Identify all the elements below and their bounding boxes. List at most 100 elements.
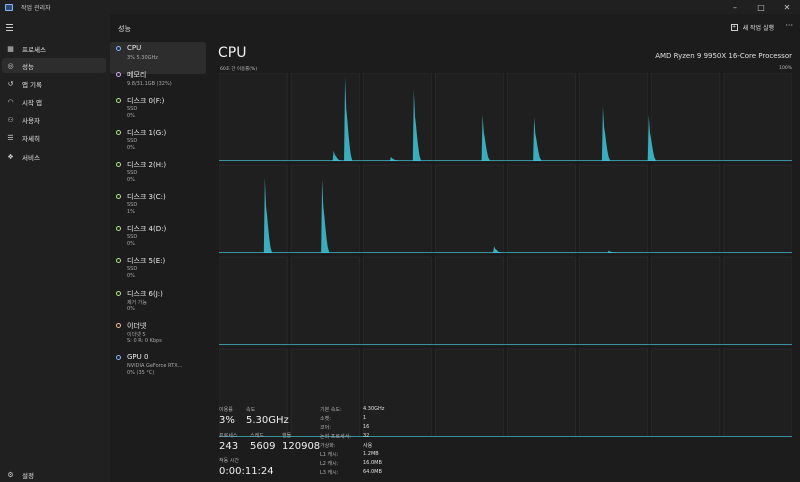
run-new-task-button[interactable]: + 새 작업 실행 (730, 23, 774, 32)
utilization-spike (481, 114, 490, 161)
more-options-icon[interactable]: ··· (785, 21, 793, 30)
resource-item-disk-2[interactable]: 디스크 2(H:) SSD 0% (110, 158, 206, 190)
graph-cell (435, 73, 504, 162)
graph-cell (362, 164, 432, 254)
hamburger-menu-icon[interactable] (6, 24, 16, 32)
nav-item-label: 서비스 (22, 153, 40, 162)
base-speed-label: 기본 속도: (320, 407, 342, 413)
nav-item-services[interactable]: ❖ 서비스 (2, 149, 106, 164)
graph-cell (362, 73, 432, 162)
resource-detail: SSD (127, 170, 138, 176)
nav-item-app-history[interactable]: ↺ 앱 기록 (2, 76, 106, 91)
services-icon: ❖ (7, 152, 14, 161)
resource-item-disk-3[interactable]: 디스크 3(C:) SSD 1% (110, 190, 206, 222)
resource-detail: SSD (127, 266, 138, 272)
virtualization-label: 가상화: (320, 443, 336, 449)
graph-cell (507, 256, 576, 346)
maximize-button[interactable]: □ (757, 2, 765, 12)
resource-name: 디스크 4(D:) (127, 225, 167, 233)
handles-label: 핸들 (282, 433, 292, 439)
graph-cell (435, 348, 504, 437)
utilization-spike (601, 106, 610, 161)
nav-item-label: 자세히 (22, 134, 40, 143)
graph-cell (579, 256, 649, 346)
resource-usage: 1% (127, 209, 135, 215)
details-list-icon: ☰ (7, 133, 14, 142)
history-clock-icon: ↺ (7, 79, 14, 88)
nav-item-label: 설정 (22, 472, 34, 480)
graph-cell (507, 348, 576, 437)
utilization-spike (332, 150, 341, 161)
resource-name: CPU (127, 44, 142, 52)
title-bar: 작업 관리자 – □ ✕ (0, 0, 800, 14)
users-icon: ⚇ (7, 115, 14, 124)
gpu-status-dot (116, 355, 121, 360)
nav-item-settings[interactable]: ⚙ 설정 (2, 470, 34, 480)
resource-name: 디스크 5(E:) (127, 257, 166, 265)
nav-item-performance[interactable]: ◎ 성능 (2, 58, 106, 73)
resource-detail: SSD (127, 234, 138, 240)
performance-chart-icon: ◎ (7, 61, 14, 70)
resource-item-disk-4[interactable]: 디스크 4(D:) SSD 0% (110, 222, 206, 254)
graph-cell (579, 348, 649, 437)
resource-item-disk-1[interactable]: 디스크 1(G:) SSD 0% (110, 126, 206, 158)
resource-item-ethernet[interactable]: 이더넷 이더넷 5 S: 0 R: 0 Kbps (110, 319, 206, 351)
resource-item-disk-6[interactable]: 디스크 6(J:) 제거 가능 0% (110, 287, 206, 319)
disk-status-dot (116, 162, 121, 167)
base-speed-value: 4.30GHz (363, 406, 385, 412)
window-controls: – □ ✕ (722, 0, 800, 14)
resource-item-disk-0[interactable]: 디스크 0(F:) SSD 0% (110, 94, 206, 126)
resource-item-memory[interactable]: 메모리 9.8/31.1GB (32%) (110, 68, 206, 100)
graph-cell (219, 256, 288, 346)
resource-detail: SSD (127, 138, 138, 144)
nav-item-startup-apps[interactable]: ◠ 시작 앱 (2, 94, 106, 109)
uptime-value: 0:00:11:24 (219, 466, 274, 477)
l2-cache-label: L2 캐시: (320, 461, 339, 467)
gear-icon: ⚙ (7, 471, 14, 479)
disk-status-dot (116, 130, 121, 135)
utilization-label: 이용률 (219, 407, 233, 413)
threads-label: 스레드 (250, 433, 264, 439)
resource-name: 이더넷 (127, 322, 147, 330)
processes-label: 프로세스 (219, 433, 238, 439)
navigation-pane: ▦ 프로세스 ◎ 성능 ↺ 앱 기록 ◠ 시작 앱 ⚇ 사용자 ☰ 자세히 ❖ … (0, 14, 110, 482)
new-task-icon: + (730, 24, 738, 31)
memory-status-dot (116, 72, 121, 77)
graph-cell (219, 73, 288, 162)
threads-value: 5609 (250, 441, 276, 452)
resource-item-cpu[interactable]: CPU 3% 5.30GHz (110, 42, 206, 74)
graph-caption: 60초 간 이용률(%) (220, 67, 258, 72)
resource-item-disk-5[interactable]: 디스크 5(E:) SSD 0% (110, 254, 206, 286)
resource-usage: 0% (35 °C) (127, 370, 155, 376)
nav-item-users[interactable]: ⚇ 사용자 (2, 112, 106, 127)
resource-detail: NVIDIA GeForce RTX... (127, 363, 183, 369)
resource-usage: 0% (127, 273, 135, 279)
graph-cell (290, 348, 360, 437)
close-button[interactable]: ✕ (783, 2, 791, 12)
utilization-spike (607, 250, 616, 253)
resource-name: 메모리 (127, 71, 147, 79)
graph-cell (579, 73, 649, 162)
l3-cache-label: L3 캐시: (320, 470, 339, 476)
sockets-label: 소켓: (320, 416, 331, 422)
graph-cell (435, 256, 504, 346)
page-title: 성능 (118, 25, 131, 33)
nav-item-processes[interactable]: ▦ 프로세스 (2, 41, 106, 56)
utilization-spike (389, 156, 398, 161)
cores-label: 코어: (320, 425, 331, 431)
resource-detail: 9.8/31.1GB (32%) (127, 81, 172, 87)
cpu-detail-panel: CPU AMD Ryzen 9 9950X 16-Core Processor … (206, 42, 800, 482)
resource-detail: SSD (127, 202, 138, 208)
nav-item-label: 사용자 (22, 116, 40, 125)
logical-processors-value: 32 (363, 433, 370, 439)
utilization-spike (493, 246, 502, 253)
graph-cell (362, 348, 432, 437)
resource-item-gpu[interactable]: GPU 0 NVIDIA GeForce RTX... 0% (35 °C) (110, 351, 206, 383)
minimize-button[interactable]: – (733, 2, 737, 12)
utilization-spike (263, 177, 272, 253)
utilization-value: 3% (219, 415, 235, 426)
nav-item-details[interactable]: ☰ 자세히 (2, 130, 106, 145)
resource-detail: 제거 가능 (127, 300, 147, 306)
nav-item-label: 프로세스 (22, 45, 46, 54)
ethernet-status-dot (116, 323, 121, 328)
